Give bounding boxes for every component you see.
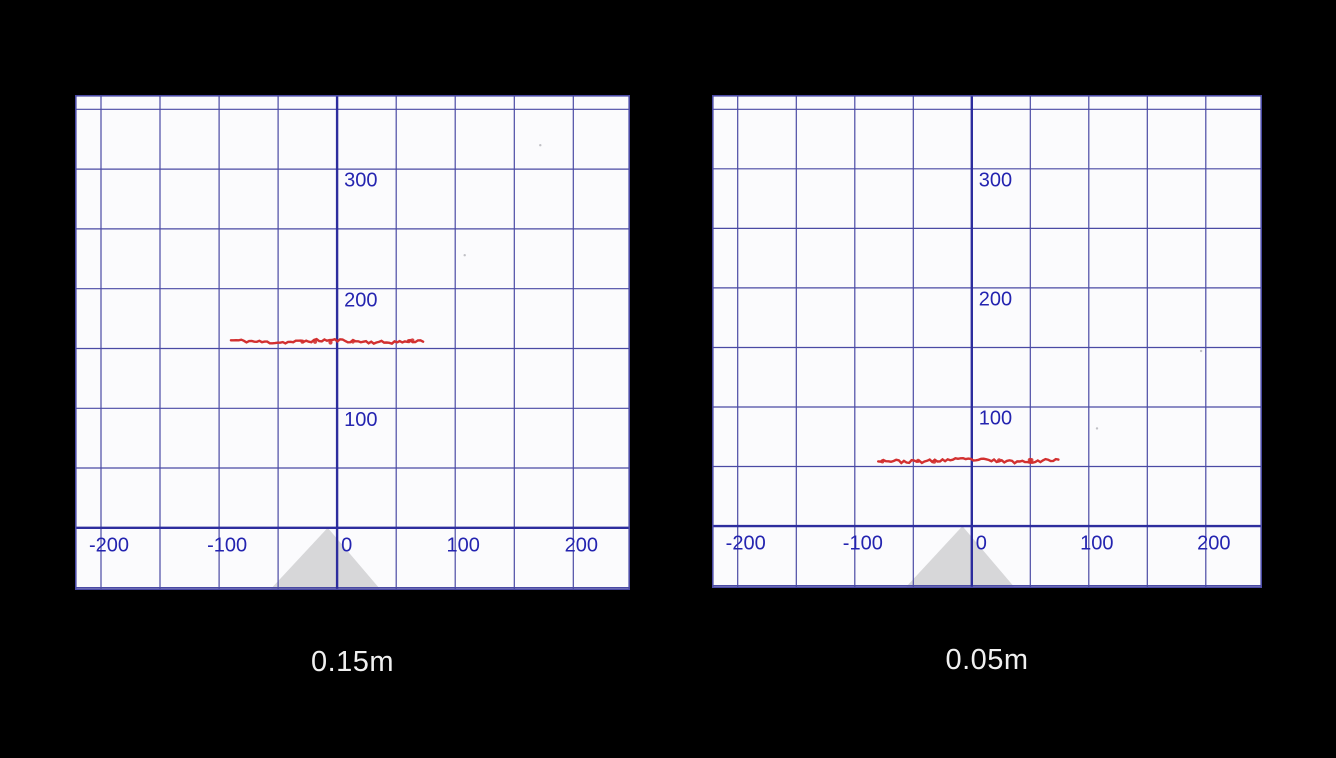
scan-point-blob [300,339,305,344]
sensor-fov-triangle [905,526,1016,588]
x-tick-label: 200 [1197,533,1230,555]
noise-speck [1095,427,1099,430]
noise-speck [539,144,542,147]
y-tick-label: 100 [344,409,377,431]
scan-point-blob [410,338,415,343]
x-tick-label: -200 [726,533,766,555]
y-tick-label: 300 [979,169,1012,191]
scan-chart-right: 100 200 300 -200 -100 0 100 200 [712,95,1262,588]
scan-points [876,456,1060,465]
x-tick-label: 100 [447,534,480,556]
scan-point-blob [350,339,355,344]
scan-point-blob [328,340,333,345]
y-tick-label: 200 [979,288,1012,310]
scan-panel-right: 100 200 300 -200 -100 0 100 200 0.05m [712,95,1262,677]
noise-speck [463,254,466,257]
scan-chart-left: 100 200 300 -200 -100 0 100 200 [75,95,630,590]
scan-point-blob [1029,458,1034,463]
x-tick-label: 200 [565,534,598,556]
scan-caption-left: 0.15m [310,646,395,678]
y-tick-label: 100 [979,408,1012,430]
scan-points [229,337,425,345]
scan-panel-left: 100 200 300 -200 -100 0 100 200 0.15m [75,95,630,679]
scan-point-blob [880,459,885,464]
x-tick-label: -100 [207,534,247,556]
scan-point-blob [997,458,1002,463]
sensor-fov-triangle [269,527,381,590]
noise-speck [1199,349,1203,353]
x-tick-label: -200 [89,534,129,556]
plot-border [75,95,630,590]
y-tick-label: 200 [344,289,377,311]
plot-border [712,95,1262,588]
scan-caption-right: 0.05m [945,644,1029,676]
scan-point-blob [932,459,937,464]
scan-point-blob [406,339,411,344]
x-tick-label: 0 [341,534,352,556]
y-tick-label: 300 [344,170,377,192]
scan-point-blob [313,339,318,344]
scan-point-blob [916,458,921,463]
plot-background [712,95,1262,588]
x-tick-label: 0 [976,533,987,555]
x-tick-label: -100 [843,533,883,555]
x-tick-label: 100 [1080,533,1113,555]
